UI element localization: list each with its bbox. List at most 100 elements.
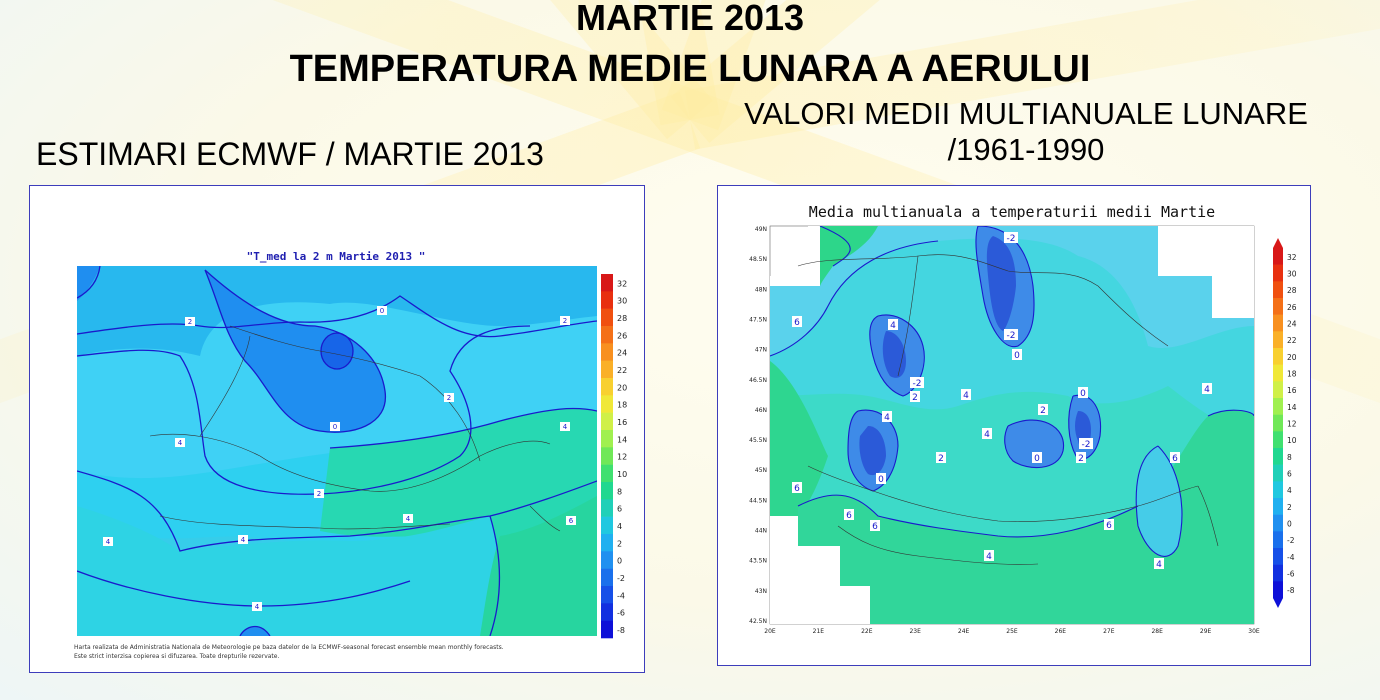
colorbar-swatch — [1273, 464, 1283, 482]
colorbar-tick-label: 32 — [617, 279, 627, 288]
colorbar-tick-label: 2 — [617, 539, 622, 548]
colorbar-lower-arrow — [1273, 598, 1283, 608]
colorbar-swatch — [601, 551, 613, 569]
y-tick-label: 45.5N — [749, 437, 767, 444]
colorbar-swatch — [601, 568, 613, 587]
colorbar-swatch — [601, 412, 613, 431]
svg-text:4: 4 — [106, 538, 111, 546]
colorbar-tick-label: -4 — [617, 591, 625, 600]
colorbar-tick-label: 18 — [1287, 369, 1297, 378]
colorbar-swatch — [601, 326, 613, 344]
svg-text:6: 6 — [569, 517, 574, 525]
colorbar-swatch — [601, 603, 613, 621]
colorbar-swatch — [601, 274, 613, 292]
contour-label: 6 — [1104, 519, 1114, 531]
contour-label: 6 — [844, 509, 854, 521]
colorbar-swatch — [1273, 581, 1283, 599]
svg-text:4: 4 — [178, 439, 183, 447]
colorbar-swatch — [1273, 348, 1283, 365]
svg-text:0: 0 — [1014, 351, 1020, 361]
colorbar-tick-label: 12 — [1287, 419, 1297, 428]
colorbar-tick-label: 8 — [1287, 453, 1292, 462]
svg-text:4: 4 — [986, 552, 992, 562]
colorbar-swatch — [1273, 431, 1283, 449]
colorbar-tick-label: 0 — [1287, 519, 1292, 528]
colorbar-swatch — [1273, 364, 1283, 382]
svg-text:-2: -2 — [913, 379, 922, 389]
colorbar-tick-label: 22 — [1287, 336, 1297, 345]
colorbar-swatch — [1273, 331, 1283, 349]
svg-text:4: 4 — [563, 423, 568, 431]
contour-label: 6 — [870, 520, 880, 532]
svg-text:2: 2 — [317, 490, 321, 498]
x-tick-label: 28E — [1151, 628, 1163, 635]
ecmwf-temperature-field — [77, 266, 597, 636]
x-tick-label: 27E — [1103, 628, 1115, 635]
colorbar-tick-label: 12 — [617, 453, 627, 462]
y-tick-label: 45N — [755, 467, 767, 474]
y-tick-label: 48.5N — [749, 256, 767, 263]
page-subtitle: TEMPERATURA MEDIE LUNARA A AERULUI — [289, 48, 1091, 90]
svg-text:-2: -2 — [1007, 331, 1016, 341]
colorbar-swatch — [601, 360, 613, 379]
colorbar-tick-label: -4 — [1287, 553, 1295, 562]
colorbar-swatch — [1273, 514, 1283, 532]
colorbar-swatch — [1273, 448, 1283, 465]
contour-label: 0 — [1012, 349, 1022, 361]
ecmwf-contour-labels: 4 2 0 2 2 0 2 4 4 6 4 4 4 — [103, 306, 576, 611]
colorbar-tick-label: -8 — [617, 626, 625, 635]
colorbar-tick-label: 16 — [617, 418, 627, 427]
colorbar-tick-label: 8 — [617, 487, 622, 496]
svg-text:0: 0 — [1080, 389, 1086, 399]
svg-text:6: 6 — [794, 484, 800, 494]
colorbar-tick-label: 26 — [617, 331, 627, 340]
svg-text:6: 6 — [872, 522, 878, 532]
climatology-contour-labels: -2 -2 0 4 -2 2 4 6 4 0 2 4 2 0 0 -2 2 4 … — [792, 232, 1212, 570]
colorbar-swatch — [601, 343, 613, 361]
svg-text:4: 4 — [241, 536, 246, 544]
contour-label: 2 — [444, 393, 454, 402]
colorbar-tick-label: 30 — [1287, 269, 1297, 278]
contour-label: 2 — [910, 391, 920, 403]
svg-text:4: 4 — [255, 603, 260, 611]
colorbar-tick-label: 6 — [617, 505, 622, 514]
contour-label: 0 — [377, 306, 387, 315]
climatology-country-borders — [797, 254, 1219, 565]
colorbar-tick-label: -2 — [1287, 536, 1295, 545]
y-tick-label: 48N — [755, 286, 767, 293]
colorbar-swatch — [601, 516, 613, 535]
colorbar-swatch — [1273, 548, 1283, 565]
x-tick-label: 30E — [1248, 628, 1260, 635]
colorbar-swatch — [601, 447, 613, 465]
svg-text:4: 4 — [1156, 560, 1162, 570]
colorbar-swatch — [1273, 381, 1283, 399]
colorbar-swatch — [601, 534, 613, 552]
colorbar-swatch — [1273, 264, 1283, 282]
colorbar-tick-label: 10 — [1287, 436, 1297, 445]
svg-text:4: 4 — [984, 430, 990, 440]
colorbar-swatch — [601, 499, 613, 517]
svg-text:2: 2 — [447, 394, 451, 402]
colorbar-swatch — [1273, 298, 1283, 315]
colorbar-swatch — [601, 430, 613, 448]
colorbar-tick-label: 14 — [1287, 403, 1297, 412]
left-map-heading: ESTIMARI ECMWF / MARTIE 2013 — [36, 136, 544, 172]
svg-text:0: 0 — [380, 307, 384, 315]
svg-text:6: 6 — [794, 318, 800, 328]
contour-label: 2 — [560, 316, 570, 325]
colorbar-tick-label: 26 — [1287, 303, 1297, 312]
svg-text:2: 2 — [1078, 454, 1084, 464]
contour-label: 0 — [1032, 452, 1042, 464]
colorbar-tick-label: 10 — [617, 470, 627, 479]
colorbar-swatch — [601, 378, 613, 396]
y-tick-label: 46.5N — [749, 377, 767, 384]
y-tick-label: 47N — [755, 347, 767, 354]
x-tick-label: 29E — [1200, 628, 1212, 635]
colorbar-swatch — [1273, 281, 1283, 299]
svg-text:4: 4 — [884, 413, 890, 423]
colorbar-tick-label: 2 — [1287, 503, 1292, 512]
colorbar-tick-label: 20 — [617, 383, 627, 392]
contour-label: 4 — [238, 535, 248, 544]
page-title: MARTIE 2013 — [575, 0, 805, 38]
svg-text:4: 4 — [963, 391, 969, 401]
